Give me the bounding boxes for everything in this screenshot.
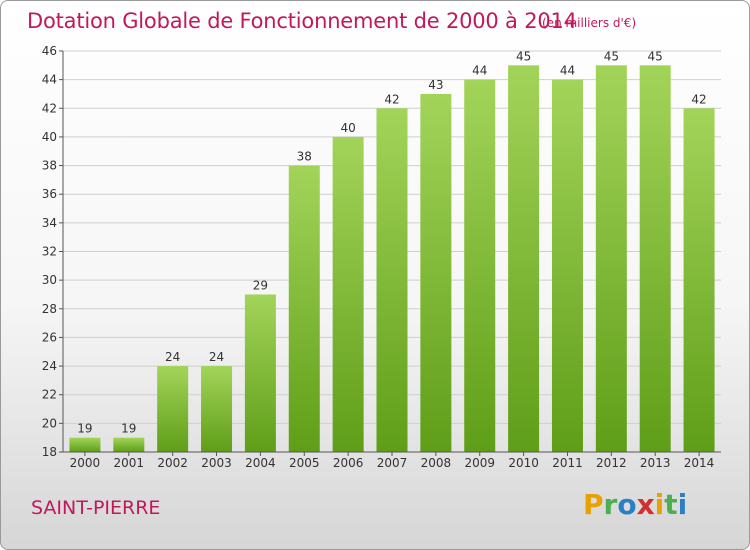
bar-2004 [244, 294, 276, 452]
y-tick-label: 46 [42, 44, 57, 58]
chart-unit-note: (en milliers d'€) [542, 16, 637, 30]
x-tick-label: 2004 [245, 456, 276, 470]
x-axis-ticks: 2000 2001 2002 2003 2004 2005 2006 2007 2008 2009… [70, 452, 715, 470]
data-label: 44 [560, 64, 575, 78]
chart-title: Dotation Globale de Fonctionnement de 20… [27, 9, 577, 33]
data-label: 44 [472, 64, 487, 78]
data-label: 38 [297, 150, 312, 164]
data-label: 45 [604, 49, 619, 63]
commune-name: SAINT-PIERRE [31, 497, 161, 519]
x-tick-label: 2006 [333, 456, 364, 470]
y-tick-label: 32 [42, 245, 57, 259]
y-tick-label: 38 [42, 159, 57, 173]
y-tick-label: 36 [42, 187, 57, 201]
proxiti-logo: Proxiti [583, 488, 688, 521]
bar-2010 [508, 65, 540, 453]
bars [69, 65, 715, 453]
bar-2007 [376, 108, 408, 453]
bar-2009 [464, 79, 496, 453]
data-label: 45 [516, 49, 531, 63]
x-tick-label: 2002 [157, 456, 188, 470]
data-label: 24 [165, 350, 180, 364]
bar-2003 [201, 366, 233, 452]
y-axis-ticks: 18 20 22 24 26 28 30 32 34 36 38 40 42 44 46 [42, 44, 63, 459]
y-tick-label: 44 [42, 73, 57, 87]
data-label: 40 [340, 121, 355, 135]
bar-2000 [69, 437, 101, 452]
data-label: 29 [253, 278, 268, 292]
x-tick-label: 2003 [201, 456, 232, 470]
y-tick-label: 28 [42, 302, 57, 316]
bar-2008 [420, 93, 452, 452]
y-tick-label: 18 [42, 445, 57, 459]
x-tick-label: 2009 [464, 456, 495, 470]
x-tick-label: 2001 [114, 456, 145, 470]
data-label: 19 [77, 422, 92, 436]
y-tick-label: 42 [42, 101, 57, 115]
bar-2001 [113, 437, 145, 452]
bar-2002 [157, 366, 189, 452]
bar-2006 [332, 136, 364, 452]
data-labels: 19 19 24 24 29 38 40 42 43 44 45 44 45 45 42 [77, 49, 706, 435]
y-tick-label: 20 [42, 416, 57, 430]
data-label: 42 [691, 92, 706, 106]
x-tick-label: 2000 [70, 456, 101, 470]
x-tick-label: 2005 [289, 456, 320, 470]
x-tick-label: 2008 [421, 456, 452, 470]
bar-2011 [551, 79, 583, 453]
x-tick-label: 2010 [508, 456, 539, 470]
bar-2012 [595, 65, 627, 453]
data-label: 42 [384, 92, 399, 106]
x-tick-label: 2013 [640, 456, 671, 470]
x-tick-label: 2012 [596, 456, 627, 470]
bar-2013 [639, 65, 671, 453]
bar-2005 [288, 165, 320, 453]
x-tick-label: 2007 [377, 456, 408, 470]
y-tick-label: 40 [42, 130, 57, 144]
data-label: 24 [209, 350, 224, 364]
y-tick-label: 30 [42, 273, 57, 287]
y-tick-label: 24 [42, 359, 57, 373]
y-tick-label: 22 [42, 388, 57, 402]
x-tick-label: 2014 [684, 456, 715, 470]
data-label: 45 [648, 49, 663, 63]
data-label: 19 [121, 422, 136, 436]
bar-2014 [683, 108, 715, 453]
data-label: 43 [428, 78, 443, 92]
x-tick-label: 2011 [552, 456, 583, 470]
y-tick-label: 34 [42, 216, 57, 230]
y-tick-label: 26 [42, 330, 57, 344]
